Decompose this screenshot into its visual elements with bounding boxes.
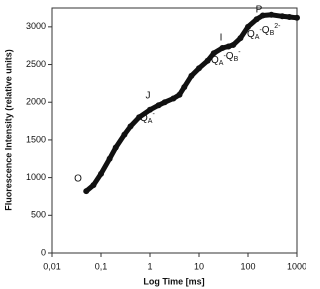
data-point (253, 16, 260, 23)
annotation-sup: 2- (274, 23, 281, 30)
annotation-base: Q (247, 29, 255, 40)
annotation-base: Q (140, 113, 148, 124)
data-point (161, 99, 168, 106)
data-point (147, 106, 153, 113)
data-point (176, 91, 183, 98)
data-point (98, 170, 104, 177)
annotation: J (146, 91, 151, 102)
data-point (136, 114, 143, 121)
annotation-sup: - (152, 111, 155, 118)
data-point (155, 102, 162, 109)
annotation: O (74, 174, 82, 185)
annotation-sup: - (259, 27, 262, 34)
data-curve (83, 12, 300, 194)
data-point (259, 12, 266, 19)
x-tick-label: 10 (194, 261, 204, 271)
annotation: QA-QB- (211, 49, 241, 67)
data-point (83, 188, 90, 195)
annotation: P (256, 5, 263, 16)
annotation-sub: A (219, 60, 224, 67)
data-point (268, 11, 275, 18)
annotation: QA- (140, 111, 155, 125)
annotation-sup: - (238, 49, 241, 56)
data-point (286, 14, 293, 21)
data-point (204, 57, 211, 64)
data-point (90, 182, 97, 189)
x-tick-label: 100 (240, 261, 255, 271)
annotation-sub: B (270, 30, 275, 37)
data-point (188, 72, 195, 79)
y-tick-label: 3000 (26, 21, 46, 31)
data-point (170, 95, 177, 102)
data-point (181, 84, 188, 91)
data-point (245, 23, 251, 30)
x-axis-label: Log Time [ms] (143, 276, 204, 286)
data-point (279, 13, 286, 20)
data-point (225, 43, 232, 50)
annotation-sup: - (223, 53, 226, 60)
y-tick-label: 500 (31, 210, 46, 220)
data-point (127, 123, 134, 130)
y-axis-label: Fluorescence Intensity (relative units) (3, 49, 13, 211)
annotation-sub: B (234, 56, 239, 63)
x-tick-label: 1000 (287, 261, 306, 271)
data-point (106, 155, 113, 162)
x-tick-label: 1 (147, 261, 152, 271)
data-point (210, 50, 217, 57)
data-point (230, 41, 237, 48)
annotation-sub: A (148, 118, 153, 125)
data-point (196, 65, 202, 72)
chart: Log Time [ms] Fluorescence Intensity (re… (3, 5, 306, 287)
y-tick-label: 2000 (26, 97, 46, 107)
y-tick-label: 2500 (26, 59, 46, 69)
annotation: QA-QB2- (247, 23, 281, 41)
x-tick-label: 0,1 (95, 261, 108, 271)
annotation-base: Q (262, 25, 270, 36)
annotation: I (220, 33, 223, 44)
y-tick-label: 0 (41, 247, 46, 257)
y-tick-label: 1500 (26, 134, 46, 144)
data-point (237, 35, 244, 42)
annotation-base: Q (226, 51, 234, 62)
y-tick-label: 1000 (26, 172, 46, 182)
data-point (121, 131, 128, 138)
data-point (112, 144, 119, 151)
plot-frame (51, 7, 298, 254)
data-point (294, 14, 300, 21)
x-tick-label: 0,01 (43, 261, 61, 271)
annotation-base: Q (211, 55, 219, 66)
annotation-sub: A (255, 34, 260, 41)
data-point (219, 44, 226, 51)
